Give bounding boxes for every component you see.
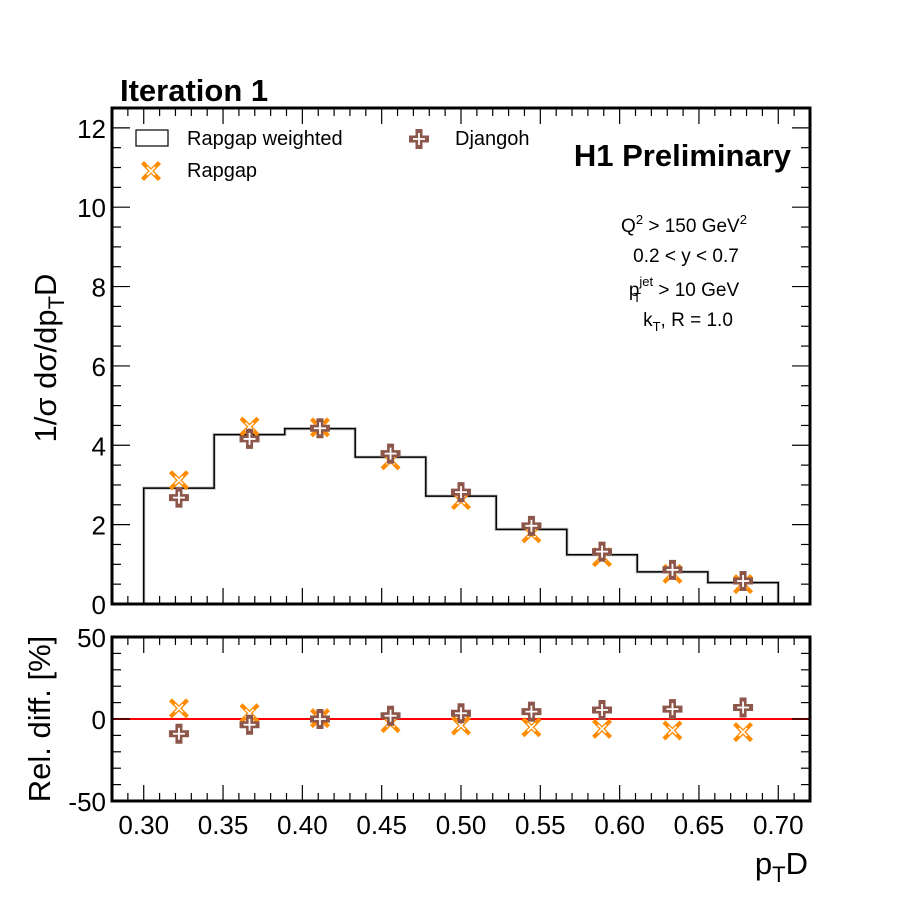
legend: Rapgap weighted Rapgap Djangoh xyxy=(135,128,530,182)
orange-x-marker-icon xyxy=(141,161,161,181)
djangoh-point xyxy=(662,559,683,580)
djangoh-point xyxy=(168,487,189,508)
y-tick-label: 4 xyxy=(92,431,106,461)
svg-text:Djangoh: Djangoh xyxy=(455,128,530,150)
djangoh-point xyxy=(309,418,330,439)
rapgap-ratio-point xyxy=(168,698,189,719)
ratio-y-axis-title: Rel. diff. [%] xyxy=(22,636,57,803)
ylabel-main-prefix: 1/σ dσ/dp xyxy=(28,309,63,442)
cut-pt: pjet T > 10 GeV xyxy=(629,274,740,305)
svg-text:Rapgap weighted: Rapgap weighted xyxy=(187,128,343,150)
x-tick-label: 0.55 xyxy=(515,810,566,840)
main-markers-layer xyxy=(168,416,754,595)
y-tick-label: 12 xyxy=(77,114,106,144)
rapgap-point xyxy=(168,470,189,491)
ratio-y-tick-label: -50 xyxy=(68,787,106,817)
xlabel-suffix: D xyxy=(786,846,808,881)
y-tick-label: 0 xyxy=(92,590,106,620)
djangoh-ratio-point xyxy=(309,709,330,729)
histogram-rapgap-weighted xyxy=(142,427,780,604)
x-tick-label: 0.65 xyxy=(674,810,725,840)
main-y-axis-title: 1/σ dσ/dpTD xyxy=(28,274,69,443)
rapgap-ratio-point xyxy=(521,717,542,738)
brown-plus-marker-icon xyxy=(409,129,429,149)
djangoh-ratio-point xyxy=(451,703,471,724)
djangoh-ratio-point xyxy=(380,705,401,726)
legend-x-glyph xyxy=(141,161,161,181)
main-histogram-layer xyxy=(142,427,780,604)
xlabel-main: p xyxy=(755,846,772,881)
open-box-icon xyxy=(135,129,169,147)
cut-kt: kT, R = 1.0 xyxy=(643,310,733,334)
ylabel-main-suffix: D xyxy=(28,274,63,296)
svg-text:1/σ dσ/dpTD: 1/σ dσ/dpTD xyxy=(28,274,69,443)
x-tick-label: 0.70 xyxy=(753,810,804,840)
djangoh-point xyxy=(521,515,542,536)
cut-q2: Q2 > 150 GeV2 xyxy=(621,212,747,237)
x-tick-label: 0.60 xyxy=(594,810,645,840)
x-tick-label: 0.35 xyxy=(198,810,249,840)
svg-text:Rapgap: Rapgap xyxy=(187,160,257,182)
experiment-label: H1 Preliminary xyxy=(574,138,792,173)
djangoh-ratio-point xyxy=(733,697,754,718)
chart-title: Iteration 1 xyxy=(120,73,268,108)
rapgap-ratio-point xyxy=(592,718,613,739)
ylabel-main-sub: T xyxy=(44,296,69,309)
ratio-axes-layer: -50 0 50 0.30 0.35 0.40 0.45 0.50 0.55 0.60 0.65 0.… xyxy=(68,623,812,840)
y-tick-label: 8 xyxy=(92,273,106,303)
djangoh-point xyxy=(733,570,754,591)
cut-y: 0.2 < y < 0.7 xyxy=(633,246,739,267)
main-plot-frame xyxy=(110,106,812,606)
djangoh-ratio-point xyxy=(662,699,683,720)
x-tick-label: 0.45 xyxy=(356,810,407,840)
xlabel-sub: T xyxy=(772,862,785,887)
y-tick-label: 6 xyxy=(92,352,106,382)
legend-item-djangoh: Djangoh xyxy=(409,128,530,150)
y-tick-label: 2 xyxy=(92,511,106,541)
ylabel-ratio: Rel. diff. [%] xyxy=(22,636,57,803)
y-tick-label: 10 xyxy=(77,193,106,223)
legend-item-rapgap: Rapgap xyxy=(141,160,257,182)
djangoh-point xyxy=(239,428,260,449)
legend-item-rapgap-weighted: Rapgap weighted xyxy=(135,128,343,150)
djangoh-ratio-point xyxy=(168,723,189,744)
x-tick-label: 0.30 xyxy=(118,810,169,840)
x-tick-label: 0.50 xyxy=(436,810,487,840)
legend-plus-glyph xyxy=(409,129,429,149)
histogram-halo xyxy=(142,427,780,604)
x-tick-label: 0.40 xyxy=(277,810,328,840)
djangoh-point xyxy=(451,482,471,503)
djangoh-ratio-point xyxy=(592,699,613,720)
x-axis-title: pTD xyxy=(755,846,808,887)
cuts-annotation: Q2 > 150 GeV2 0.2 < y < 0.7 pjet T > 10 G… xyxy=(621,212,747,334)
djangoh-ratio-point xyxy=(239,714,260,735)
rapgap-ratio-point xyxy=(733,722,754,743)
djangoh-ratio-point xyxy=(521,701,542,722)
ratio-y-tick-label: 50 xyxy=(77,623,106,653)
djangoh-point xyxy=(380,443,401,464)
main-axes-layer: 0 2 4 6 8 10 12 xyxy=(77,106,812,620)
rapgap-ratio-point xyxy=(662,720,683,741)
ratio-y-tick-label: 0 xyxy=(92,705,106,735)
djangoh-point xyxy=(592,541,613,562)
ratio-markers-layer xyxy=(168,697,754,744)
